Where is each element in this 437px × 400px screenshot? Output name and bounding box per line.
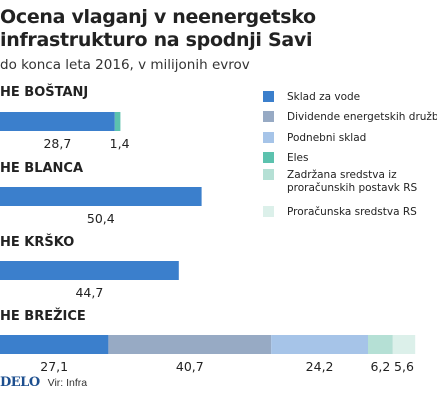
chart-subtitle: do konca leta 2016, v milijonih evrov <box>0 57 250 73</box>
value-label-he-brezice-1: 40,7 <box>176 359 204 374</box>
legend-label-zadrzana-sredstva-iz-proracunskih-postavk-rs-line-1: Zadržana sredstva iz <box>287 169 397 181</box>
category-label-he-blanca: HE BLANCA <box>0 161 83 176</box>
value-label-he-bostanj-1: 28,7 <box>43 136 71 151</box>
value-label-he-brezice-4: 6,2 <box>370 359 390 374</box>
legend-label-dividende-energetskih-druzb: Dividende energetskih družb <box>287 111 437 123</box>
legend-label-sklad-za-vode: Sklad za vode <box>287 91 360 103</box>
bar-he-brezice-podnebni-sklad <box>271 335 368 354</box>
legend-swatch-proracunska-sredstva-rs <box>263 206 274 217</box>
chart-title: Ocena vlaganj v neenergetsko infrastrukt… <box>0 6 316 51</box>
category-label-he-krsko: HE KRŠKO <box>0 234 74 250</box>
bar-he-brezice-proracunska-sredstva-rs <box>392 335 416 354</box>
bar-he-brezice-sklad-za-vode <box>0 335 109 354</box>
bar-he-bostanj-sklad-za-vode <box>0 112 115 131</box>
bar-he-bostanj-eles <box>114 112 121 131</box>
value-label-he-blanca-1: 50,4 <box>87 211 115 226</box>
value-label-he-brezice-3: 24,2 <box>306 359 334 374</box>
legend-swatch-podnebni-sklad <box>263 132 274 143</box>
delo-logo: DELO <box>0 375 40 390</box>
value-label-he-brezice-5: 5,6 <box>394 359 414 374</box>
legend-label-zadrzana-sredstva-iz-proracunskih-postavk-rs-line-2: proračunskih postavk RS <box>287 182 418 194</box>
value-label-he-bostanj-2: 1,4 <box>110 136 130 151</box>
footer: DELO Vir: Infra <box>0 375 87 390</box>
source-note: Vir: Infra <box>47 377 88 389</box>
category-label-he-bostanj: HE BOŠTANJ <box>0 84 88 100</box>
legend-swatch-dividende-energetskih-druzb <box>263 111 274 122</box>
legend-swatch-eles <box>263 152 274 163</box>
bar-he-blanca-sklad-za-vode <box>0 187 202 206</box>
legend-label-podnebni-sklad: Podnebni sklad <box>287 132 366 144</box>
bar-he-krsko-sklad-za-vode <box>0 261 179 280</box>
legend-swatch-sklad-za-vode <box>263 91 274 102</box>
value-label-he-brezice-2: 27,1 <box>40 359 68 374</box>
legend-label-eles: Eles <box>287 152 308 164</box>
category-label-he-brezice: HE BREŽICE <box>0 308 86 324</box>
legend-swatch-zadrzana-sredstva-iz-proracunskih-postavk-rs <box>263 169 274 180</box>
legend-label-proracunska-sredstva-rs: Proračunska sredstva RS <box>287 206 417 218</box>
bar-he-brezice-zadrzana-sredstva-iz-proracunskih-postavk-rs <box>368 335 393 354</box>
value-label-he-krsko-1: 44,7 <box>75 285 103 300</box>
bar-he-brezice-dividende-energetskih-druzb <box>108 335 272 354</box>
